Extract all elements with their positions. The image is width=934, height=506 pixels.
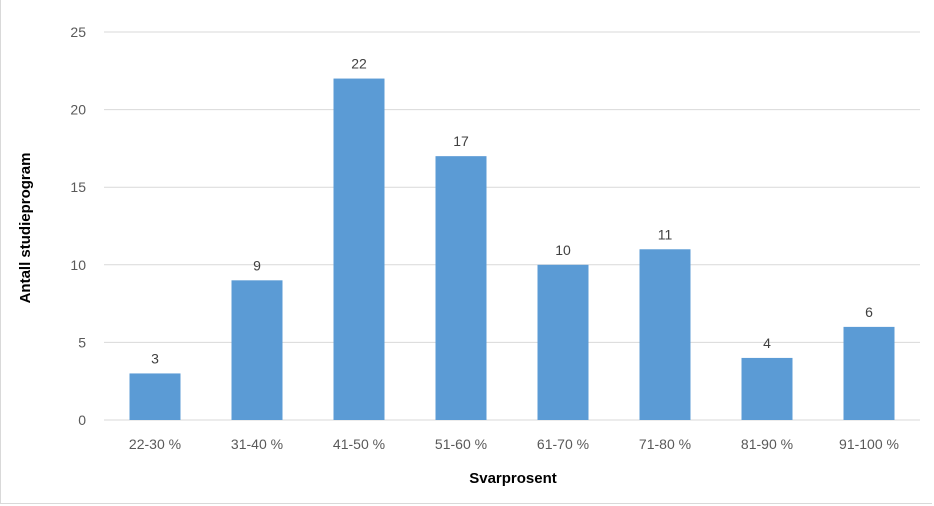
y-tick-label: 15 [70, 179, 86, 195]
bar-6 [639, 249, 691, 420]
y-tick-label: 20 [70, 102, 86, 118]
y-axis-ticks: 0 5 10 15 20 25 [70, 24, 86, 428]
bar-7 [741, 357, 793, 420]
x-tick-label-5: 61-70 % [537, 436, 589, 452]
x-tick-label-6: 71-80 % [639, 436, 691, 452]
x-tick-label-7: 81-90 % [741, 436, 793, 452]
data-label-7: 4 [763, 335, 771, 351]
data-label-8: 6 [865, 304, 873, 320]
bar-5 [537, 264, 589, 420]
bar-4 [435, 156, 487, 420]
bars [129, 78, 895, 420]
data-label-2: 9 [253, 257, 261, 273]
data-label-6: 11 [658, 226, 673, 242]
bar-3 [333, 78, 385, 420]
y-tick-label: 25 [70, 24, 86, 40]
y-tick-label: 5 [78, 334, 86, 350]
y-tick-label: 0 [78, 412, 86, 428]
y-axis-title: Antall studieprogram [17, 153, 34, 304]
data-label-1: 3 [151, 350, 159, 366]
bar-8 [843, 326, 895, 420]
gridlines [104, 31, 920, 421]
data-label-4: 17 [453, 133, 469, 149]
x-tick-label-4: 51-60 % [435, 436, 487, 452]
bar-2 [231, 280, 283, 420]
y-tick-label: 10 [70, 257, 86, 273]
x-axis-title: Svarprosent [469, 470, 557, 487]
data-label-5: 10 [555, 242, 571, 258]
x-tick-label-8: 91-100 % [839, 436, 899, 452]
bar-1 [129, 373, 181, 420]
x-axis-ticks: 22-30 % 31-40 % 41-50 % 51-60 % 61-70 % 71-80… [129, 436, 899, 452]
x-tick-label-3: 41-50 % [333, 436, 385, 452]
data-label-3: 22 [351, 56, 367, 72]
x-tick-label-2: 31-40 % [231, 436, 283, 452]
x-tick-label-1: 22-30 % [129, 436, 181, 452]
data-labels: 3 9 22 17 10 11 4 6 [151, 56, 873, 367]
